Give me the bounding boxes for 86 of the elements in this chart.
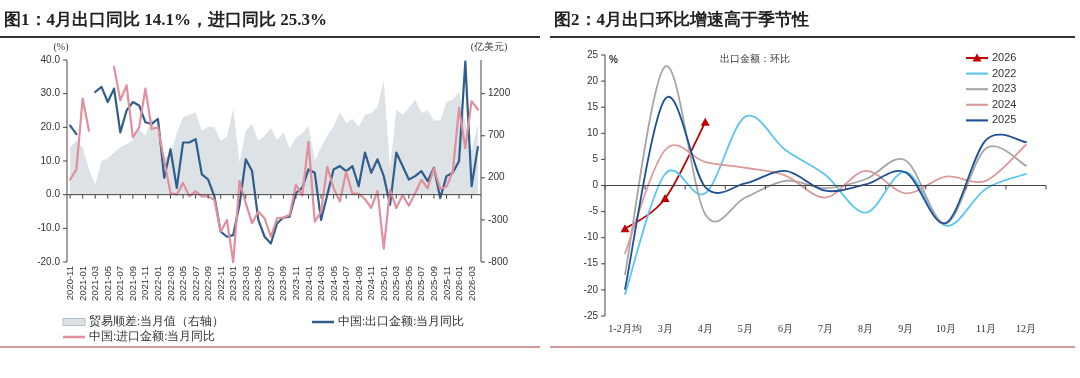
x-tick-label: 2021-03	[89, 266, 101, 301]
legend-label: 中国:进口金额:当月同比	[89, 328, 216, 342]
y-tick-label: 20	[586, 74, 599, 86]
y2-tick-label: -800	[488, 255, 509, 267]
y-tick-label: -20.0	[37, 255, 61, 267]
y-tick-label: -10.0	[37, 221, 61, 233]
y-axis-title: %	[609, 54, 618, 65]
x-tick-label: 2026-01	[453, 266, 465, 301]
point	[620, 224, 630, 233]
x-tick-label: 2024-05	[327, 266, 339, 301]
x-tick-label: 2023-01	[227, 266, 239, 301]
x-tick-label: 5月	[737, 323, 753, 334]
y-tick-label: 10	[586, 126, 599, 138]
chart-title: 图2：4月出口环比增速高于季节性	[554, 10, 809, 29]
x-tick-label: 2023-11	[289, 266, 301, 301]
legend-label: 2023	[992, 82, 1017, 95]
x-tick-label: 2025-07	[415, 266, 427, 301]
chart-title: 图1：4月出口同比 14.1%，进口同比 25.3%	[4, 10, 327, 29]
x-tick-label: 2025-03	[390, 266, 402, 301]
x-tick-label: 2026-03	[465, 266, 477, 301]
y-axis-title: (%)	[53, 41, 69, 53]
x-tick-label: 2021-11	[139, 266, 151, 301]
y-tick-label: 5	[592, 153, 599, 165]
x-tick-label: 2022-03	[164, 266, 176, 301]
legend-label: 2026	[992, 50, 1017, 63]
legend-label: 贸易顺差:当月值（右轴）	[89, 313, 225, 328]
point	[660, 194, 670, 203]
x-tick-label: 2023-03	[239, 266, 251, 301]
x-tick-label: 3月	[657, 323, 673, 334]
y-tick-label: 15	[586, 100, 599, 112]
point	[700, 117, 710, 126]
x-tick-label: 1-2月均	[608, 323, 642, 334]
legend-label: 中国:出口金额:当月同比	[338, 313, 465, 327]
legend-label: 2022	[992, 66, 1017, 79]
x-tick-label: 2022-05	[177, 266, 189, 301]
legend-label: 2024	[992, 97, 1017, 110]
x-tick-label: 10月	[935, 323, 956, 334]
x-tick-label: 2025-05	[402, 266, 414, 301]
x-tick-label: 6月	[777, 323, 793, 334]
y2-tick-label: 1200	[488, 87, 511, 99]
x-tick-label: 2024-03	[315, 266, 327, 301]
x-tick-label: 2023-09	[277, 266, 289, 301]
x-tick-label: 2021-05	[101, 266, 113, 301]
legend-label: 2025	[992, 113, 1017, 126]
x-tick-label: 2025-11	[440, 266, 452, 301]
y-tick-label: -15	[583, 257, 599, 269]
x-tick-label: 2023-05	[252, 266, 264, 301]
x-tick-label: 2022-07	[189, 266, 201, 301]
x-tick-label: 2024-11	[365, 266, 377, 301]
y-tick-label: 0.0	[46, 188, 61, 200]
y-tick-label: 10.0	[40, 154, 61, 166]
x-tick-label: 9月	[898, 323, 914, 334]
y2-tick-label: 200	[488, 171, 506, 183]
x-tick-label: 2021-01	[76, 266, 88, 301]
x-tick-label: 2025-09	[427, 266, 439, 301]
x-tick-label: 2023-07	[264, 266, 276, 301]
line-series	[624, 65, 1027, 276]
x-tick-label: 8月	[858, 323, 874, 334]
y-tick-label: -5	[589, 205, 599, 217]
x-tick-label: 2020-11	[64, 266, 76, 301]
x-tick-label: 2022-01	[151, 266, 163, 301]
y2-tick-label: 700	[488, 129, 506, 141]
x-tick-label: 2022-09	[202, 266, 214, 301]
y-tick-label: -10	[583, 231, 599, 243]
y-tick-label: 40.0	[40, 53, 61, 65]
x-tick-label: 7月	[818, 323, 833, 334]
line-series	[624, 143, 1027, 255]
x-tick-label: 2021-07	[114, 266, 126, 301]
x-tick-label: 2024-01	[302, 266, 314, 301]
x-tick-label: 12月	[1015, 323, 1036, 334]
y-tick-label: -25	[583, 309, 599, 321]
y-tick-label: -20	[583, 283, 599, 295]
x-tick-label: 2024-07	[340, 266, 352, 301]
x-tick-label: 2021-09	[126, 266, 138, 301]
y-tick-label: 20.0	[40, 120, 61, 132]
x-tick-label: 2025-01	[377, 266, 389, 301]
y2-tick-label: -300	[488, 213, 509, 225]
x-tick-label: 11月	[976, 323, 996, 334]
x-tick-label: 2022-11	[214, 266, 226, 301]
x-tick-label: 2024-09	[352, 266, 364, 301]
annotation: 出口金额：环比	[719, 53, 790, 64]
y2-axis-title: (亿美元)	[470, 41, 508, 53]
x-tick-label: 4月	[697, 323, 713, 334]
y-tick-label: 25	[586, 48, 599, 60]
y-tick-label: 0	[592, 179, 599, 191]
y-tick-label: 30.0	[40, 87, 61, 99]
